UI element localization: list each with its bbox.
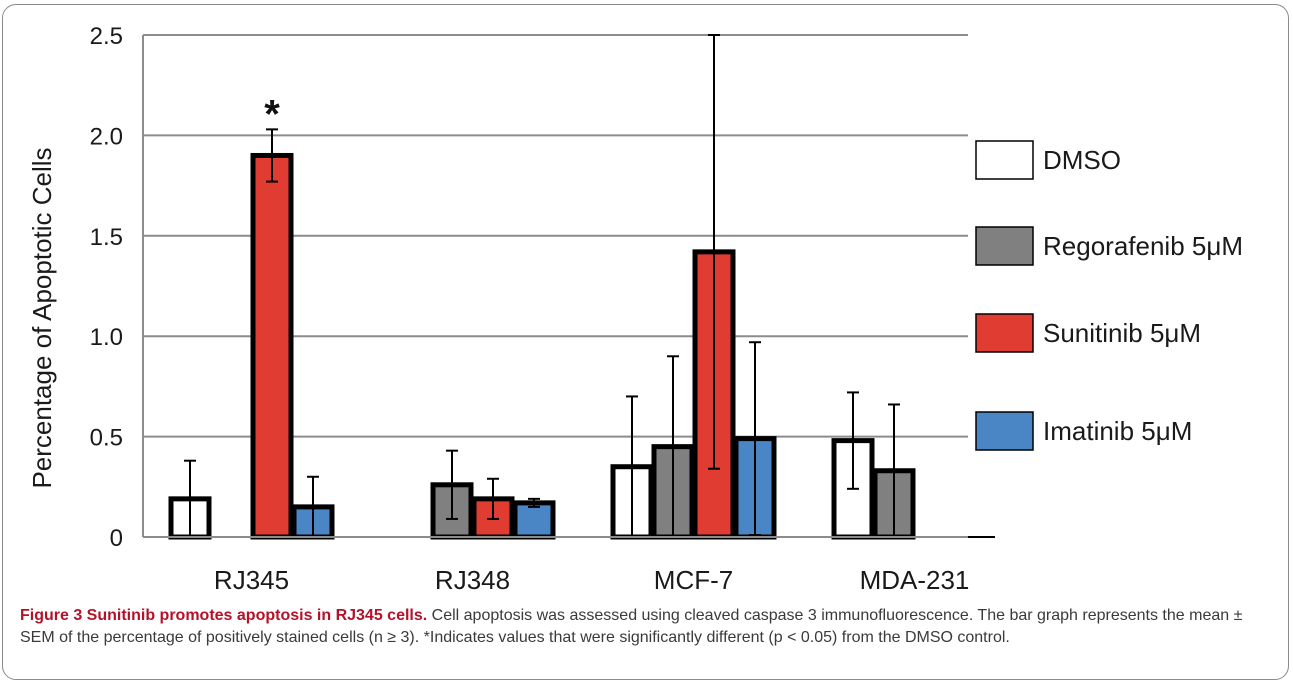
significance-marker: *: [264, 92, 280, 136]
axes: 0 0.5 1.0 1.5 2.0 2.5 RJ345 RJ348 MCF-7 MDA-231 *: [90, 23, 970, 595]
figure-frame: 0 0.5 1.0 1.5 2.0 2.5 RJ345 RJ348 MCF-7 MDA-231 * …: [2, 4, 1289, 680]
bar-rj348-3: [512, 500, 556, 540]
y-tick-label: 2.5: [90, 23, 123, 50]
x-tick-label: RJ345: [214, 565, 289, 595]
x-tick-label: MCF-7: [654, 565, 733, 595]
legend-label: Sunitinib 5μM: [1043, 318, 1201, 348]
caption-title: Figure 3 Sunitinib promotes apoptosis in…: [20, 607, 428, 624]
bars: [168, 152, 995, 540]
legend-label: DMSO: [1043, 145, 1121, 175]
x-tick-label: MDA-231: [860, 565, 970, 595]
error-bars: [184, 34, 900, 537]
caption-text: Cell apoptosis was assessed using cleave…: [20, 607, 1243, 646]
figure-caption: Figure 3 Sunitinib promotes apoptosis in…: [20, 605, 1280, 649]
y-tick-label: 1.5: [90, 224, 123, 251]
legend-swatch: [975, 226, 1034, 266]
y-tick-label: 0.5: [90, 425, 123, 452]
bar-rj345-2: [250, 152, 294, 540]
legend: DMSO Regorafenib 5μM Sunitinib 5μM Imatinib…: [975, 140, 1243, 451]
legend-swatch: [975, 140, 1034, 180]
legend-swatch: [975, 411, 1034, 451]
legend-swatch: [975, 313, 1034, 353]
y-axis-label: Percentage of Apoptotic Cells: [27, 147, 57, 488]
legend-label: Imatinib 5μM: [1043, 416, 1192, 446]
y-tick-label: 0: [110, 525, 123, 552]
x-tick-label: RJ348: [435, 565, 510, 595]
y-tick-label: 2.0: [90, 123, 123, 150]
legend-label: Regorafenib 5μM: [1043, 231, 1243, 261]
y-tick-label: 1.0: [90, 324, 123, 351]
